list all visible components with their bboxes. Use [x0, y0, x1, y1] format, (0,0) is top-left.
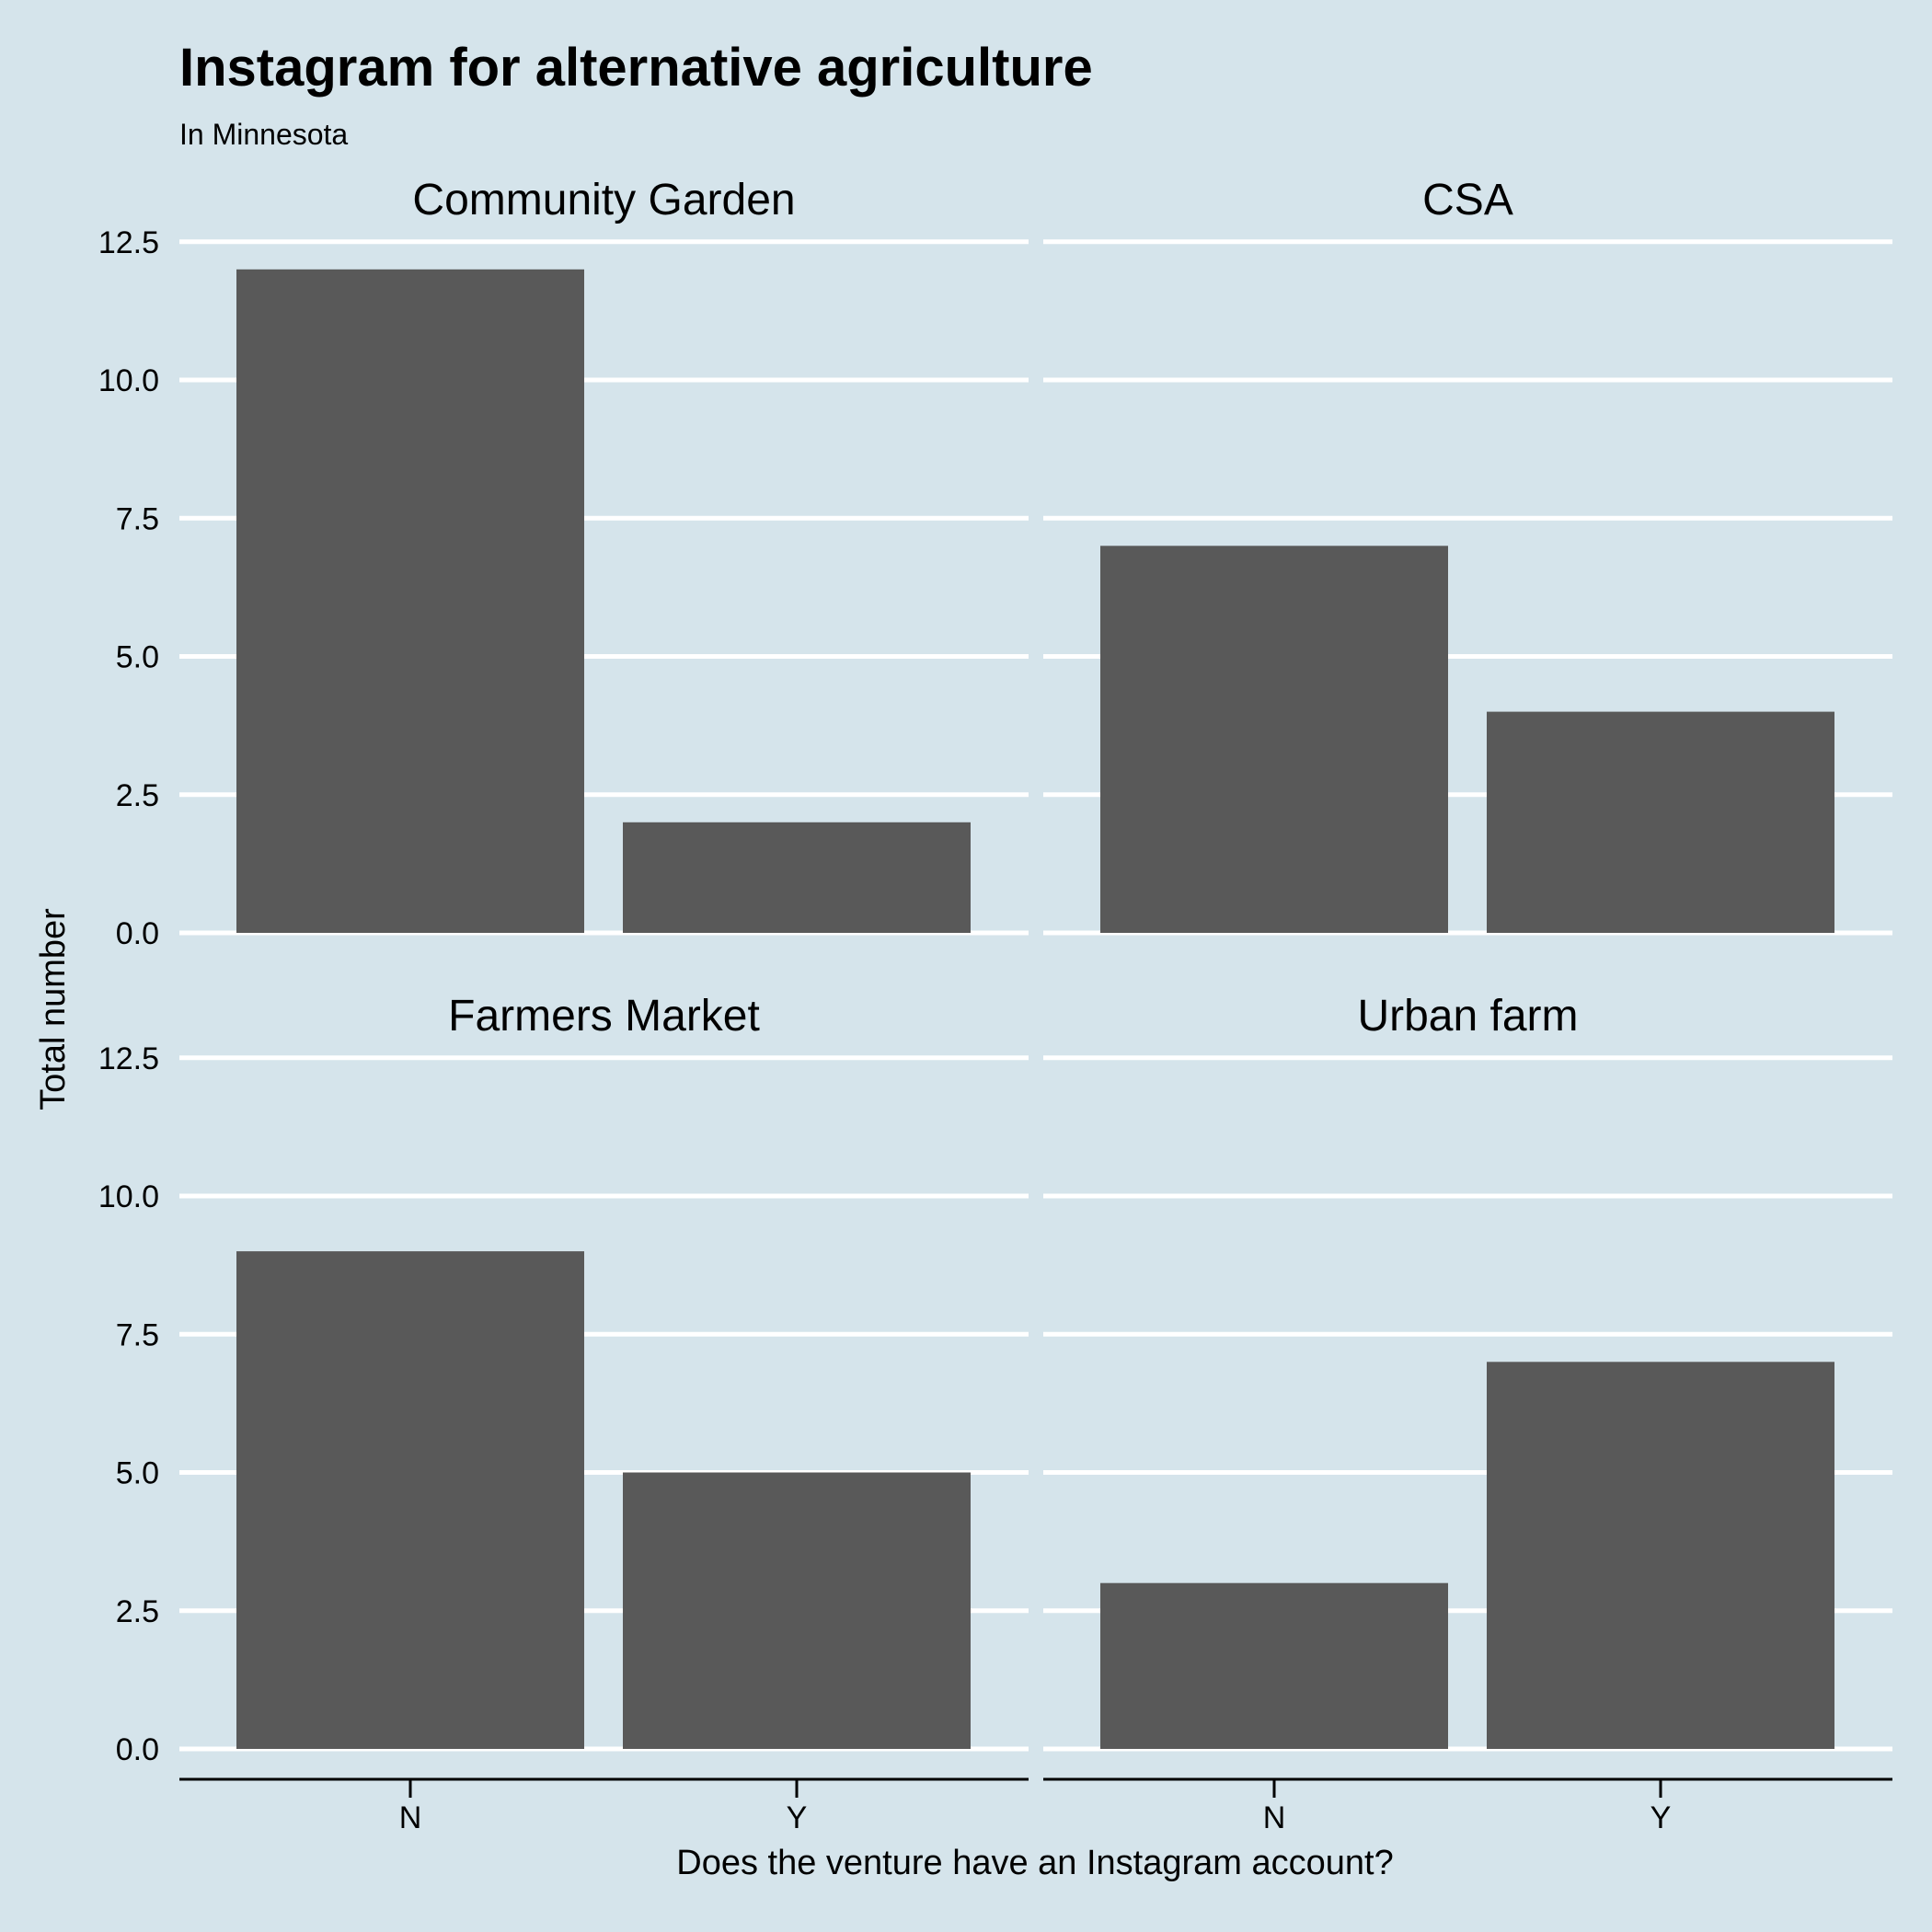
chart-title: Instagram for alternative agriculture: [179, 38, 1093, 98]
bar-n: [236, 269, 584, 933]
bar-n: [1100, 546, 1448, 933]
y-tick-label: 10.0: [98, 363, 159, 398]
y-tick-label: 10.0: [98, 1179, 159, 1214]
facet-panel: Farmers Market 0.0 2.5 5.0 7.5 10.0 12.5 N Y: [98, 992, 1029, 1835]
facet-panel: Community Garden 0.0 2.5 5.0 7.5 10.0 12.5: [98, 176, 1029, 951]
y-tick-label: 2.5: [116, 1594, 159, 1629]
facet-strip-label: Urban farm: [1357, 992, 1578, 1041]
y-tick-label: 7.5: [116, 501, 159, 536]
y-tick-label: 0.0: [116, 1732, 159, 1767]
y-tick-label: 12.5: [98, 225, 159, 260]
y-tick-label: 7.5: [116, 1317, 159, 1352]
y-tick-label: 5.0: [116, 640, 159, 675]
x-tick-label: N: [1263, 1800, 1286, 1835]
bar-n: [1100, 1582, 1448, 1749]
bar-y: [1487, 711, 1834, 933]
facet-panel: Urban farm N Y: [1043, 992, 1892, 1835]
facet-panels: Community Garden 0.0 2.5 5.0 7.5 10.0 12.5 CSA F…: [98, 176, 1892, 1835]
facet-strip-label: Farmers Market: [448, 992, 760, 1041]
y-axis-title: Total number: [34, 908, 73, 1110]
x-tick-label: Y: [787, 1800, 808, 1835]
bar-y: [623, 822, 971, 933]
facet-strip-label: Community Garden: [412, 176, 795, 224]
y-tick-label: 2.5: [116, 778, 159, 813]
bar-y: [1487, 1362, 1834, 1749]
facet-panel: CSA: [1043, 176, 1892, 936]
bar-n: [236, 1251, 584, 1749]
y-tick-label: 0.0: [116, 916, 159, 951]
chart-subtitle: In Minnesota: [179, 118, 348, 151]
facet-strip-label: CSA: [1422, 176, 1513, 224]
x-tick-label: Y: [1650, 1800, 1672, 1835]
y-tick-label: 5.0: [116, 1456, 159, 1491]
y-tick-label: 12.5: [98, 1041, 159, 1076]
x-axis-title: Does the venture have an Instagram accou…: [676, 1844, 1393, 1882]
bar-y: [623, 1472, 971, 1749]
x-tick-label: N: [399, 1800, 422, 1835]
